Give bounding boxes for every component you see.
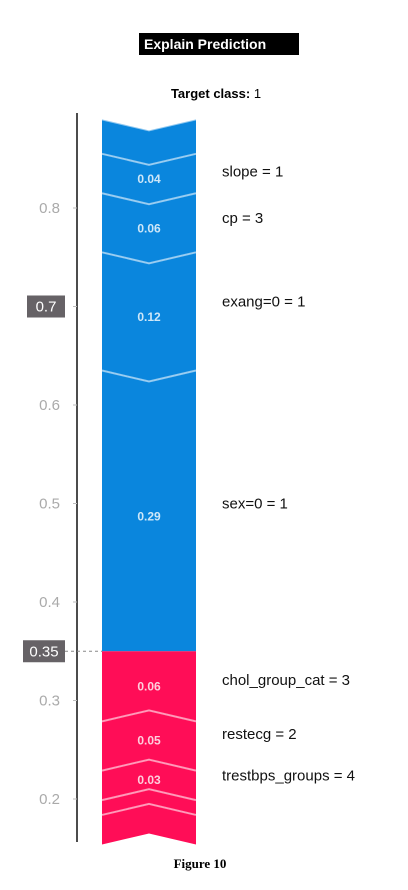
feature-label: sex=0 = 1 — [222, 496, 288, 513]
bar-segment — [102, 153, 196, 205]
bar-segment — [102, 193, 196, 264]
y-marker-label: 0.7 — [36, 299, 57, 316]
bar-segment — [102, 651, 196, 722]
segment-separator — [101, 251, 197, 265]
segment-value-label: 0.06 — [137, 221, 161, 235]
feature-label: exang=0 = 1 — [222, 294, 305, 311]
bar-segment — [102, 370, 196, 652]
segment-separator — [101, 788, 197, 802]
target-class-label: Target class: — [170, 86, 251, 101]
segment-separator — [101, 192, 197, 206]
bar-segment — [102, 119, 196, 165]
bar-segment — [102, 710, 196, 771]
target-class-value: 1 — [253, 86, 262, 101]
segment-separator — [101, 369, 197, 383]
segment-separator — [101, 118, 197, 132]
segment-value-label: 0.06 — [137, 679, 161, 693]
segment-separator — [101, 802, 197, 816]
segment-value-label: 0.04 — [137, 172, 161, 186]
segment-separator — [101, 709, 197, 723]
chart-title-badge: Explain Prediction — [139, 33, 299, 55]
segment-separator — [101, 758, 197, 772]
segment-separator — [101, 152, 197, 166]
y-marker-label: 0.35 — [29, 643, 58, 660]
feature-label: chol_group_cat = 3 — [222, 672, 350, 689]
segment-value-label: 0.05 — [137, 733, 161, 747]
y-tick-label: 0.6 — [39, 397, 60, 414]
feature-label: cp = 3 — [222, 210, 263, 227]
feature-label: restecg = 2 — [222, 726, 297, 743]
segment-value-label: 0.03 — [137, 773, 161, 787]
y-tick-label: 0.4 — [39, 594, 60, 611]
bar-segment — [102, 252, 196, 382]
chart-title: Explain Prediction — [144, 36, 267, 52]
y-tick-label: 0.5 — [39, 496, 60, 513]
target-class-line: Target class: 1 — [0, 86, 408, 101]
segment-value-label: 0.29 — [137, 509, 161, 523]
figure-caption: Figure 10 — [173, 856, 227, 871]
y-tick-label: 0.3 — [39, 693, 60, 710]
bar-segment — [102, 803, 196, 845]
y-tick-label: 0.2 — [39, 791, 60, 808]
y-marker-box — [23, 640, 65, 663]
feature-label: slope = 1 — [222, 164, 283, 181]
bar-segment — [102, 759, 196, 801]
force-plot-chart: 0.04 0.06 0.12 0.29 0.06 0.05 0.03 0.2 0.3 0.4 0.5… — [23, 113, 355, 845]
y-tick-label: 0.8 — [39, 200, 60, 217]
feature-label: trestbps_groups = 4 — [222, 767, 355, 784]
segment-value-label: 0.12 — [137, 310, 161, 324]
y-marker-box — [27, 295, 65, 318]
